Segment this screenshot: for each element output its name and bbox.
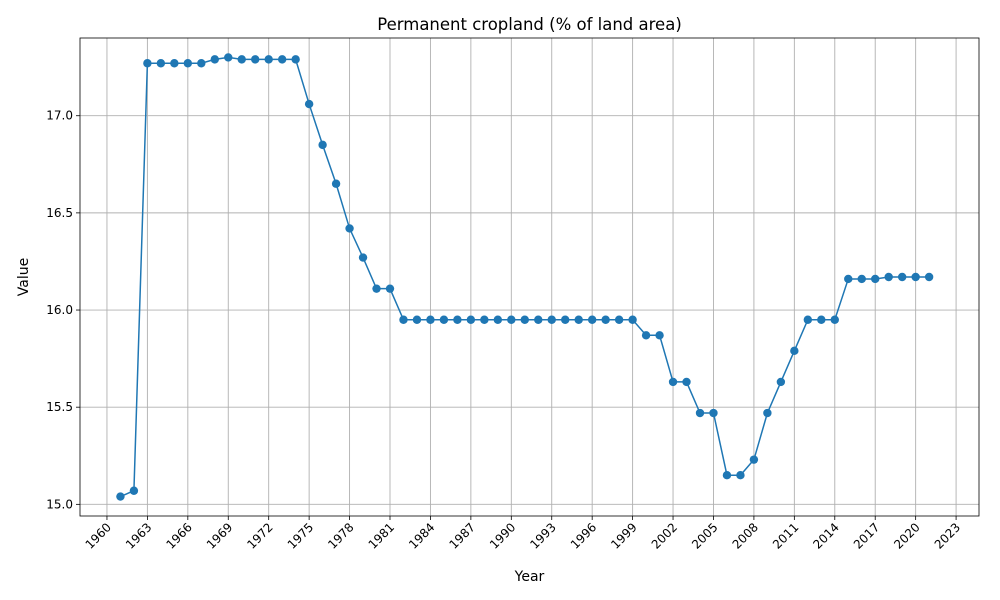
data-point [358,253,368,262]
data-point [507,315,516,324]
data-point [210,55,219,64]
data-point [399,315,408,324]
data-point [857,274,866,284]
series [116,53,934,501]
data-point [345,224,354,233]
data-point [493,315,503,324]
data-point [318,140,327,150]
y-axis-label: Value [16,258,32,296]
data-point [251,55,260,64]
data-point [372,284,381,293]
data-point [574,315,583,324]
data-point [641,331,651,340]
data-point [763,408,772,418]
data-point [587,315,597,324]
data-point [116,492,125,501]
data-point [143,59,152,68]
data-point [830,315,839,324]
data-point [561,315,570,324]
data-point [547,315,556,324]
data-point [749,455,759,464]
grid [80,38,979,516]
data-point [790,346,799,356]
data-point [628,315,637,324]
data-point [924,272,934,282]
data-point [237,55,246,64]
data-point [709,408,718,418]
data-point [614,315,624,324]
data-point [776,377,786,387]
data-point [183,59,193,68]
data-point [695,408,705,418]
data-point [170,59,179,68]
data-point [197,59,206,68]
data-point [385,284,395,293]
data-point [871,274,880,284]
data-point [466,315,476,324]
data-point [412,315,422,324]
data-point [291,55,300,64]
y-axis-ticks: 15.0 15.5 16.0 16.5 17.0 [46,109,80,511]
chart-title: Permanent cropland (% of land area) [377,15,682,34]
y-tick-label: 15.0 [46,497,73,511]
data-point [264,55,273,64]
y-tick-label: 16.5 [46,206,73,220]
data-point [304,99,314,109]
data-point [803,315,813,324]
data-point [277,55,287,64]
data-point [156,59,166,68]
data-point [736,470,745,480]
data-point [655,331,664,340]
x-axis-label: Year [514,569,545,585]
data-point [480,315,489,324]
y-tick-label: 16.0 [46,303,73,317]
data-point [668,377,678,387]
data-point [817,315,826,324]
y-tick-label: 17.0 [46,109,73,123]
data-point [520,315,529,324]
data-point [534,315,543,324]
data-point [844,274,853,284]
data-point [884,272,893,282]
data-point [331,179,341,188]
y-tick-label: 15.5 [46,400,73,414]
data-point [129,486,139,495]
data-point [439,315,449,324]
plot-frame [79,37,980,517]
data-point [224,53,233,62]
data-point [897,272,907,282]
data-point [453,315,462,324]
data-point [682,377,691,387]
data-point [722,470,732,480]
data-point [601,315,610,324]
data-point [426,315,435,324]
data-point [911,272,920,282]
